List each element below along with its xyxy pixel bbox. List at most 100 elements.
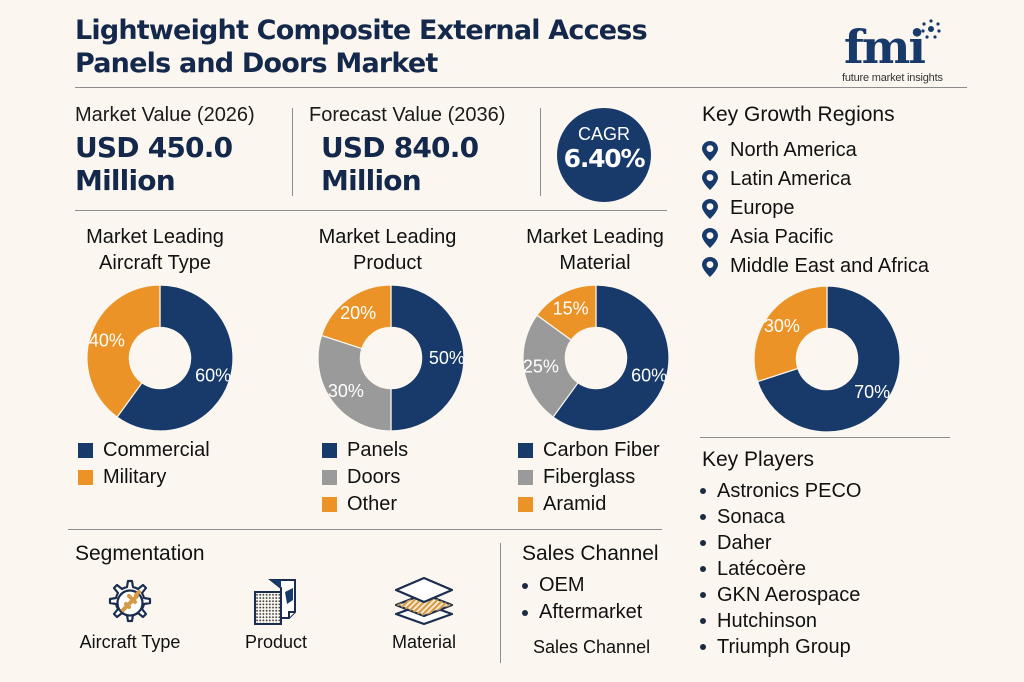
location-pin-icon — [702, 227, 718, 248]
bullet-icon — [700, 592, 706, 598]
forecast-value-line1: USD 840.0 — [321, 131, 479, 164]
slice-label: 70% — [854, 382, 890, 402]
sales-channel-item: OEM — [522, 572, 642, 599]
donut-slice — [753, 285, 828, 383]
header-divider — [75, 87, 967, 88]
player-item: Hutchinson — [700, 608, 861, 634]
logo-subtitle: future market insights — [842, 72, 943, 84]
player-label: Latécoère — [717, 557, 806, 580]
market-value-block: Market Value (2026) USD 450.0 Million — [75, 104, 255, 197]
donut-chart-product: 50% 30% 20% — [317, 284, 465, 432]
market-value-line1: USD 450.0 — [75, 131, 233, 164]
chart-title-line: Material — [559, 252, 631, 274]
player-label: Astronics PECO — [717, 479, 862, 502]
slice-label: 20% — [340, 303, 376, 323]
slice-label: 15% — [553, 298, 589, 318]
bullet-icon — [522, 582, 528, 589]
slice-label: 30% — [328, 381, 364, 401]
layers-icon — [394, 576, 454, 626]
player-item: Triumph Group — [700, 634, 861, 660]
chart-material-title: Market Leading Material — [495, 224, 695, 276]
donut-slice — [522, 314, 579, 418]
segment-aircraft-type: Aircraft Type — [72, 574, 188, 653]
region-label: Europe — [730, 197, 795, 219]
chart-title-line: Market Leading — [318, 226, 457, 248]
sales-channel-list: OEM Aftermarket — [522, 572, 642, 626]
legend-swatch — [322, 497, 337, 512]
segmentation-title: Segmentation — [75, 542, 205, 565]
donut-slice — [552, 284, 670, 432]
region-item: Middle East and Africa — [702, 252, 929, 281]
donut-slice — [116, 284, 234, 432]
slice-label: 60% — [195, 365, 231, 385]
legend-swatch — [518, 497, 533, 512]
player-item: Latécoère — [700, 556, 861, 582]
kpi-bottom-divider — [75, 210, 667, 211]
legend-item: Aramid — [518, 491, 660, 518]
sales-channel-label: OEM — [539, 574, 585, 596]
sales-channel-label: Aftermarket — [539, 601, 643, 623]
chart-title-line: Market Leading — [86, 226, 224, 248]
legend-item: Doors — [322, 464, 408, 491]
kpi-divider-2 — [540, 108, 541, 196]
legend-label: Doors — [347, 466, 401, 488]
market-value-line2: Million — [75, 164, 176, 197]
forecast-value-line2: Million — [321, 164, 422, 197]
logo-dots-icon — [921, 19, 941, 39]
cagr-badge: CAGR 6.40% — [557, 108, 651, 202]
bullet-icon — [700, 618, 706, 624]
location-pin-icon — [702, 198, 718, 219]
legend-swatch — [518, 470, 533, 485]
segment-label: Material — [391, 632, 457, 652]
legend-swatch — [78, 443, 93, 458]
legend-aircraft-type: Commercial Military — [78, 437, 210, 491]
market-value-label: Market Value (2026) — [75, 104, 255, 126]
location-pin-icon — [702, 169, 718, 190]
chart-title-line: Product — [353, 252, 422, 274]
donut-chart-aircraft-type: 60% 40% — [86, 284, 234, 432]
regions-title: Key Growth Regions — [702, 103, 895, 126]
legend-label: Commercial — [103, 439, 210, 461]
location-pin-icon — [702, 140, 718, 161]
bullet-icon — [700, 644, 706, 650]
legend-label: Panels — [347, 439, 409, 461]
region-label: Asia Pacific — [730, 226, 834, 248]
slice-label: 25% — [523, 357, 559, 377]
players-divider — [700, 437, 950, 438]
player-item: Astronics PECO — [700, 478, 861, 504]
bullet-icon — [700, 566, 706, 572]
legend-swatch — [518, 443, 533, 458]
title-line-2: Panels and Doors Market — [75, 48, 438, 79]
donut-chart-regions: 70% 30% — [753, 285, 901, 433]
segment-label: Aircraft Type — [79, 632, 181, 652]
forecast-value-label: Forecast Value (2036) — [309, 104, 506, 126]
legend-label: Carbon Fiber — [543, 439, 660, 461]
players-list: Astronics PECO Sonaca Daher Latécoère GKN Ae… — [700, 478, 861, 660]
legend-product: Panels Doors Other — [322, 437, 408, 518]
sales-channel-caption: Sales Channel — [533, 637, 651, 657]
legend-item: Military — [78, 464, 210, 491]
chart-title-line: Aircraft Type — [99, 252, 211, 274]
legend-item: Carbon Fiber — [518, 437, 660, 464]
slice-label: 30% — [764, 316, 800, 336]
regions-list: North America Latin America Europe Asia Pac… — [702, 136, 929, 281]
legend-swatch — [78, 470, 93, 485]
bullet-icon — [522, 609, 528, 616]
player-label: GKN Aerospace — [717, 583, 861, 606]
player-item: Daher — [700, 530, 861, 556]
legend-label: Aramid — [543, 493, 607, 515]
logo-mark: fmi — [844, 20, 926, 74]
slice-label: 60% — [631, 365, 667, 385]
title-line-1: Lightweight Composite External Access — [75, 15, 648, 46]
player-item: Sonaca — [700, 504, 861, 530]
region-item: Europe — [702, 194, 929, 223]
legend-label: Other — [347, 493, 398, 515]
players-title: Key Players — [702, 448, 815, 471]
player-item: GKN Aerospace — [700, 582, 861, 608]
chart-aircraft-title: Market Leading Aircraft Type — [55, 224, 255, 276]
donut-slice — [756, 285, 901, 433]
legend-label: Fiberglass — [543, 466, 636, 488]
segment-product: Product — [218, 574, 334, 653]
donut-chart-material: 60% 25% 15% — [522, 284, 670, 432]
region-item: North America — [702, 136, 929, 165]
